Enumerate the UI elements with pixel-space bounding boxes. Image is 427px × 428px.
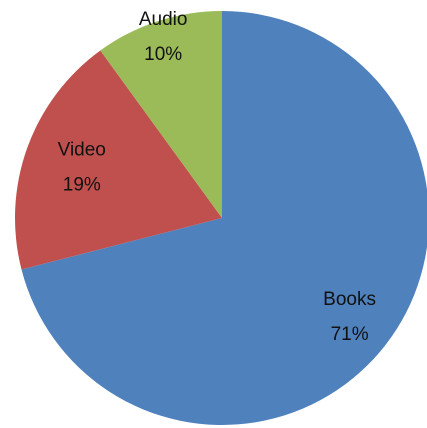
slice-label: Audio [139, 9, 188, 30]
slice-label: Books [323, 289, 376, 310]
slice-value-label: 19% [63, 175, 101, 196]
slice-label: Video [58, 140, 106, 161]
pie-slice [100, 11, 222, 218]
slice-value-label: 71% [331, 324, 369, 345]
slice-value-label: 10% [144, 44, 182, 65]
pie-slice [14, 50, 222, 270]
pie-slice [21, 11, 427, 425]
